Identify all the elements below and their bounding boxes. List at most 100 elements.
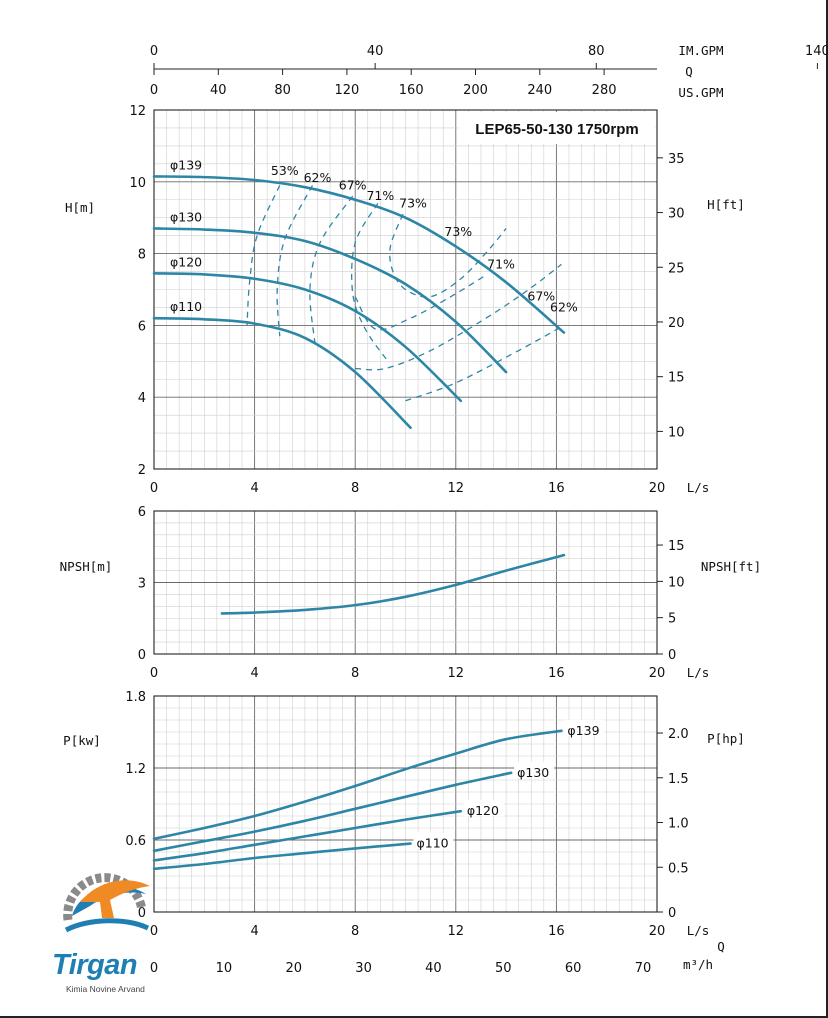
efficiency-label: 71% (487, 256, 515, 271)
power-label-bg (564, 719, 605, 736)
head-curve-label: φ130 (170, 209, 202, 224)
y-right-tick-label: 35 (668, 152, 685, 167)
efficiency-label: 62% (550, 299, 578, 314)
efficiency-label: 73% (399, 195, 427, 210)
y-right-tick-label: 2.0 (668, 727, 689, 742)
chart-title: LEP65-50-130 1750rpm (475, 121, 638, 138)
top-q-label: Q (685, 64, 693, 79)
y-right-tick-label: 5 (668, 612, 676, 627)
m3h-tick-label: 60 (565, 961, 582, 976)
x-axis-unit: L/s (687, 665, 710, 680)
y-axis-label-right: H[ft] (707, 197, 745, 212)
x-tick-label: 4 (250, 666, 258, 681)
head-curve-label: φ110 (170, 299, 202, 314)
y-right-tick-label: 15 (668, 539, 685, 554)
title-background (459, 112, 655, 144)
y-axis-label-left: NPSH[m] (60, 559, 113, 574)
efficiency-curve (246, 185, 281, 326)
power-curve (152, 842, 412, 871)
im-gpm-label: IM.GPM (678, 43, 723, 58)
us-gpm-tick-label: 0 (150, 83, 158, 98)
power-curve-label: φ139 (567, 723, 599, 738)
power-curve (152, 809, 463, 862)
grid-head (153, 109, 658, 470)
head-curve (152, 175, 566, 334)
plot-frame (153, 109, 658, 470)
efficiency-curve (389, 213, 507, 298)
y-tick-label: 8 (138, 248, 146, 263)
grid-npsh (153, 510, 658, 655)
y-tick-label: 1.8 (125, 690, 146, 705)
efficiency-curve (355, 263, 562, 371)
y-right-tick-label: 1.0 (668, 817, 689, 832)
efficiency-label: 53% (271, 163, 299, 178)
us-gpm-tick-label: 200 (463, 83, 488, 98)
head-curve-label: φ120 (170, 254, 202, 269)
y-tick-label: 12 (129, 104, 146, 119)
efficiency-curve (405, 324, 565, 402)
y-right-tick-label: 30 (668, 207, 685, 222)
power-curve-label: φ130 (517, 765, 549, 780)
x-tick-label: 0 (150, 666, 158, 681)
y-right-tick-label: 15 (668, 371, 685, 386)
y-axis-label-left: H[m] (65, 200, 95, 215)
x-tick-label: 16 (548, 924, 565, 939)
x-tick-label: 0 (150, 924, 158, 939)
x-tick-label: 12 (448, 924, 465, 939)
logo-wordmark: Tirgan (52, 949, 138, 981)
y-tick-label: 0 (138, 648, 146, 663)
m3h-unit: m³/h (683, 957, 713, 972)
plot-frame (153, 510, 658, 655)
y-axis-label-left: P[kw] (63, 733, 101, 748)
im-gpm-tick-label: 140 (805, 44, 828, 59)
x-tick-label: 12 (448, 666, 465, 681)
y-tick-label: 0.6 (125, 834, 146, 849)
x-tick-label: 12 (448, 481, 465, 496)
y-tick-label: 6 (138, 505, 146, 520)
efficiency-label: 67% (339, 177, 367, 192)
x-tick-label: 20 (649, 924, 666, 939)
y-right-tick-label: 25 (668, 261, 685, 276)
y-right-tick-label: 0 (668, 648, 676, 663)
tirgan-logo (50, 858, 160, 998)
head-curve (152, 272, 463, 403)
x-tick-label: 20 (649, 666, 666, 681)
x-tick-label: 16 (548, 481, 565, 496)
y-right-tick-label: 0 (668, 906, 676, 921)
logo-subtitle: Kimia Novine Arvand (66, 984, 145, 994)
power-label-bg (514, 761, 555, 778)
y-tick-label: 1.2 (125, 762, 146, 777)
m3h-tick-label: 50 (495, 961, 512, 976)
m3h-tick-label: 30 (355, 961, 372, 976)
m3h-tick-label: 0 (150, 961, 158, 976)
power-curve-label: φ120 (467, 803, 499, 818)
x-tick-label: 0 (150, 481, 158, 496)
us-gpm-label: US.GPM (678, 85, 723, 100)
efficiency-label: 67% (527, 289, 555, 304)
x-tick-label: 8 (351, 924, 359, 939)
x-tick-label: 8 (351, 666, 359, 681)
y-right-tick-label: 1.5 (668, 772, 689, 787)
efficiency-label: 62% (304, 170, 332, 185)
im-gpm-tick-label: 80 (588, 44, 605, 59)
y-right-tick-label: 20 (668, 316, 685, 331)
x-tick-label: 4 (250, 924, 258, 939)
y-right-tick-label: 10 (668, 575, 685, 590)
bottom-q-label: Q (717, 939, 725, 954)
y-tick-label: 3 (138, 577, 146, 592)
m3h-tick-label: 40 (425, 961, 442, 976)
us-gpm-tick-label: 40 (210, 83, 227, 98)
m3h-tick-label: 10 (216, 961, 233, 976)
power-curve-label: φ110 (417, 836, 449, 851)
x-axis-unit: L/s (687, 480, 710, 495)
us-gpm-tick-label: 280 (592, 83, 617, 98)
efficiency-label: 73% (444, 224, 472, 239)
efficiency-label: 71% (366, 188, 394, 203)
x-tick-label: 16 (548, 666, 565, 681)
npsh-curve (220, 553, 566, 615)
efficiency-curve (350, 203, 389, 362)
y-tick-label: 2 (138, 463, 146, 478)
us-gpm-tick-label: 160 (399, 83, 424, 98)
power-curve (152, 771, 513, 853)
